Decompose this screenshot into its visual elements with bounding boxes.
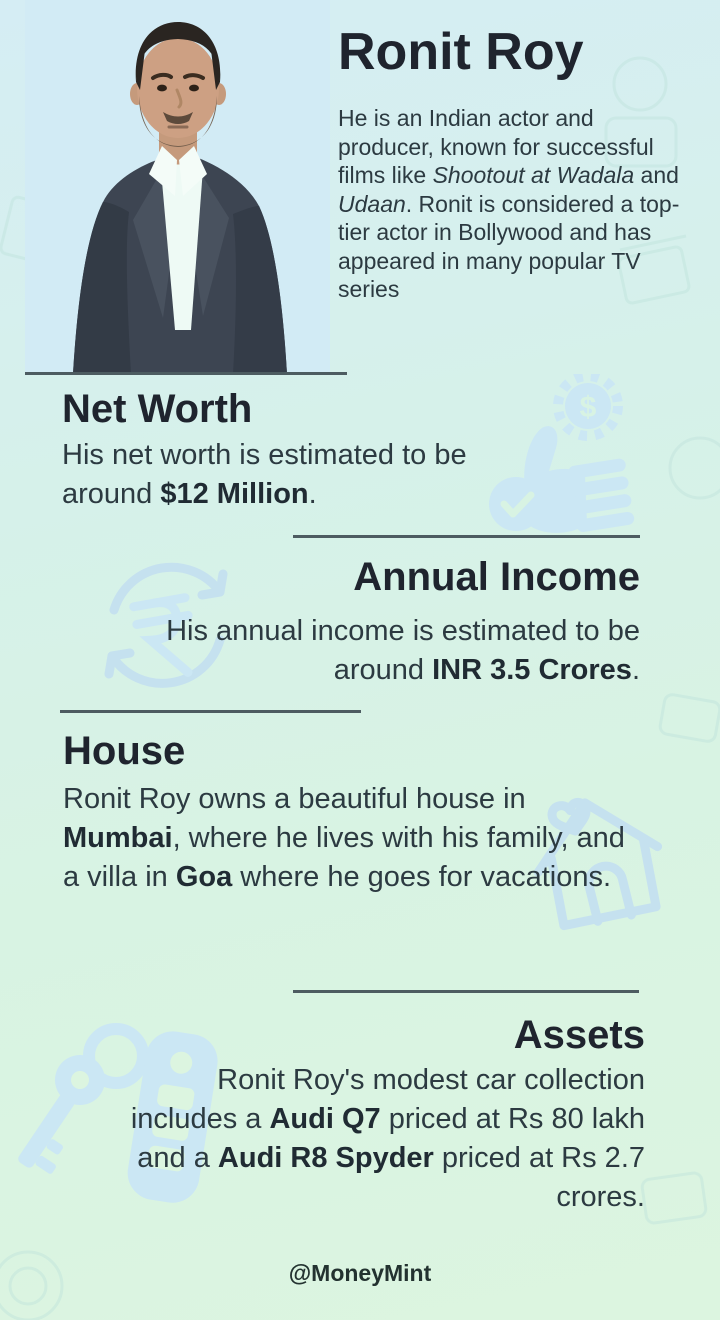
ronit-roy-photo [25, 0, 330, 374]
thumbs-up-dollar-gear-icon: $ [489, 374, 635, 533]
house-heading: House [63, 729, 186, 773]
svg-text:$: $ [580, 391, 597, 424]
divider-annual-income [293, 535, 640, 538]
assets-text: Ronit Roy's modest car collection includ… [130, 1064, 645, 1213]
house-text: Ronit Roy owns a beautiful house in Mumb… [63, 783, 625, 893]
intro-text: He is an Indian actor and producer, know… [338, 105, 680, 302]
brand-handle: @MoneyMint [288, 1260, 432, 1286]
net-worth-heading: Net Worth [62, 387, 253, 431]
annual-income-text: His annual income is estimated to be aro… [166, 615, 640, 686]
annual-income-heading: Annual Income [353, 555, 640, 599]
portrait-illustration [25, 0, 330, 374]
net-worth-text: His net worth is estimated to be around … [62, 439, 467, 510]
divider-assets [293, 990, 639, 993]
divider-house [60, 710, 361, 713]
divider-net-worth [25, 372, 347, 375]
assets-heading: Assets [513, 1013, 645, 1057]
page-title: Ronit Roy [338, 23, 584, 81]
